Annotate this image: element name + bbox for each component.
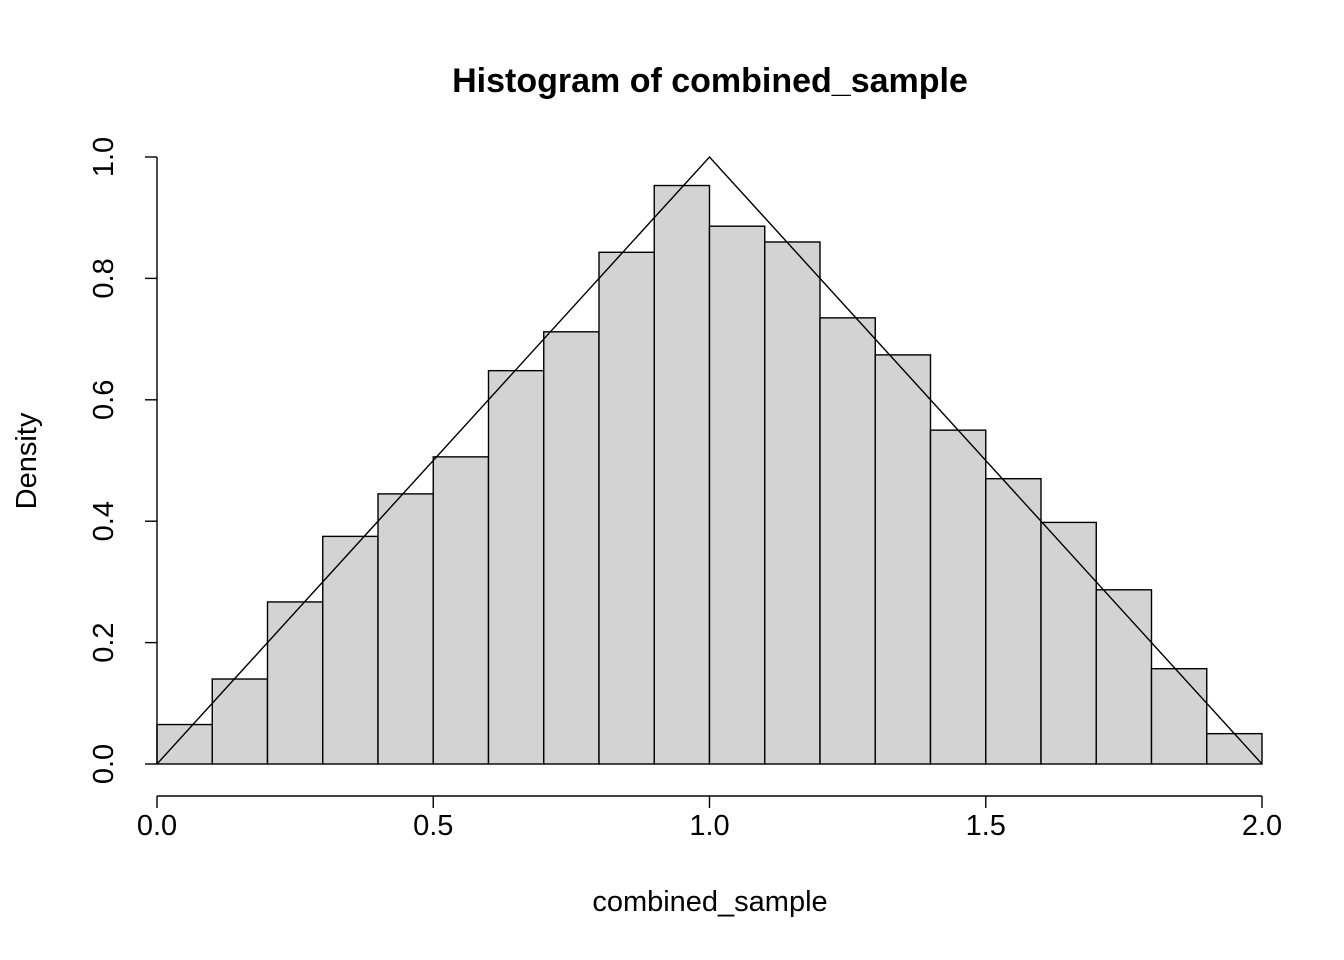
histogram-bar-13 — [874, 354, 932, 765]
histogram-bar-19 — [1206, 732, 1263, 765]
histogram-bar-14 — [929, 429, 987, 765]
histogram-bar-2 — [266, 601, 324, 765]
histogram-bar-6 — [487, 369, 545, 765]
density-line — [156, 155, 1263, 765]
x-axis: 0.0 0.5 1.0 1.5 2.0 — [137, 795, 1282, 842]
histogram-bar-16 — [1040, 521, 1097, 765]
histogram-bar-11 — [764, 241, 821, 765]
histogram-bar-1 — [211, 678, 269, 765]
histogram-bar-15 — [985, 478, 1042, 765]
histogram-bar-7 — [543, 331, 600, 765]
histogram-bar-9 — [653, 184, 711, 765]
histogram-bar-10 — [708, 225, 766, 765]
y-axis: 0.0 0.2 0.4 0.6 0.8 1.0 — [88, 137, 158, 784]
y-tick-label: 0.6 — [88, 380, 120, 420]
y-tick-label: 0.2 — [88, 622, 120, 662]
histogram-bar-0 — [156, 723, 213, 765]
histogram-bar-3 — [322, 535, 379, 765]
histogram-bar-18 — [1150, 668, 1208, 765]
y-tick-label: 0.8 — [88, 258, 120, 298]
histogram-bar-8 — [598, 251, 655, 765]
x-tick-label: 2.0 — [1242, 810, 1282, 842]
x-axis-label: combined_sample — [592, 886, 827, 918]
histogram-bar-4 — [377, 493, 434, 765]
x-tick-label: 0.0 — [137, 810, 177, 842]
histogram-bar-17 — [1095, 589, 1153, 765]
x-tick-label: 1.0 — [689, 810, 729, 842]
histogram-bar-5 — [432, 456, 490, 765]
bars-group — [156, 184, 1263, 765]
histogram-bar-12 — [819, 317, 876, 765]
x-tick-label: 0.5 — [413, 810, 453, 842]
y-tick-label: 0.0 — [88, 744, 120, 784]
y-tick-label: 1.0 — [88, 137, 120, 177]
x-tick-label: 1.5 — [966, 810, 1006, 842]
y-tick-label: 0.4 — [88, 501, 120, 541]
y-axis-label: Density — [11, 412, 43, 509]
chart-title: Histogram of combined_sample — [452, 62, 968, 100]
